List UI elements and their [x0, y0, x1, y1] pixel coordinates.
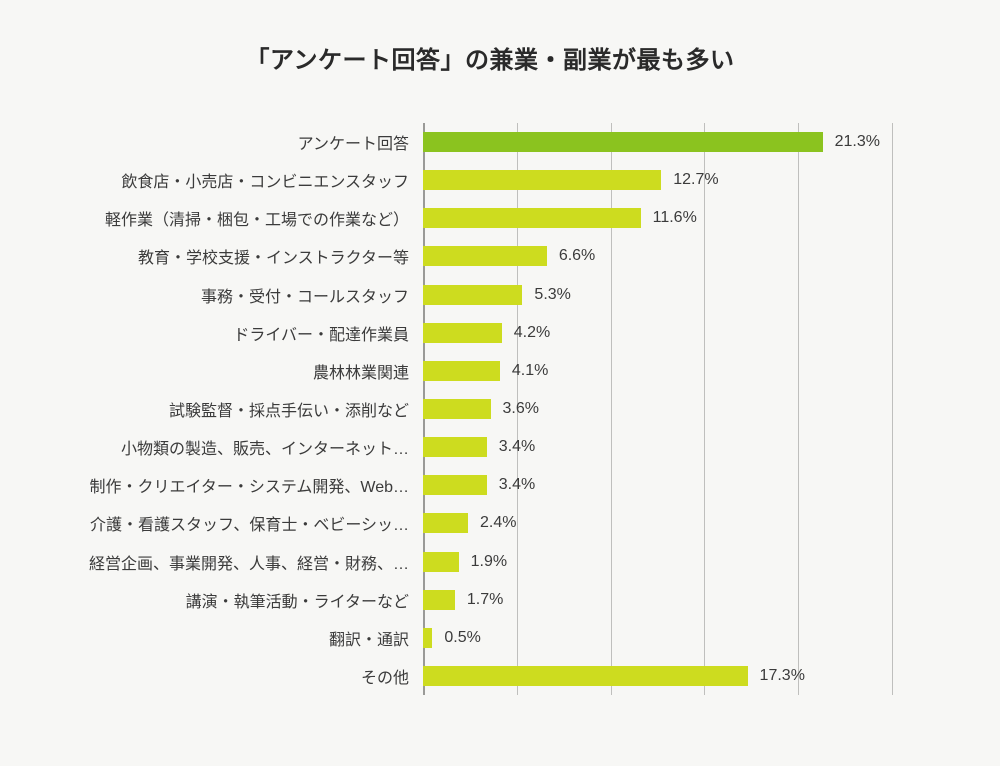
- bar-value-label: 4.1%: [512, 362, 548, 380]
- table-row: アンケート回答 21.3%: [58, 123, 892, 161]
- bar-area: 2.4%: [423, 504, 892, 542]
- category-label: 講演・執筆活動・ライターなど: [58, 588, 423, 612]
- table-row: 制作・クリエイター・システム開発、Web… 3.4%: [58, 466, 892, 504]
- category-label: 事務・受付・コールスタッフ: [58, 283, 423, 307]
- bar-value-label: 3.4%: [499, 438, 535, 456]
- bar: [423, 285, 522, 305]
- bar-area: 1.9%: [423, 543, 892, 581]
- bar-area: 4.1%: [423, 352, 892, 390]
- table-row: 講演・執筆活動・ライターなど 1.7%: [58, 581, 892, 619]
- category-label: 経営企画、事業開発、人事、経営・財務、…: [58, 550, 423, 574]
- bar-value-label: 4.2%: [514, 324, 550, 342]
- bar-area: 17.3%: [423, 657, 892, 695]
- bar-area: 12.7%: [423, 161, 892, 199]
- table-row: 介護・看護スタッフ、保育士・ベビーシッ… 2.4%: [58, 504, 892, 542]
- bar-area: 3.6%: [423, 390, 892, 428]
- bar-area: 0.5%: [423, 619, 892, 657]
- bar-area: 21.3%: [423, 123, 892, 161]
- chart-title: 「アンケート回答」の兼業・副業が最も多い: [48, 40, 932, 75]
- bar: [423, 323, 502, 343]
- bar: [423, 361, 500, 381]
- category-label: アンケート回答: [58, 130, 423, 154]
- table-row: 飲食店・小売店・コンビニエンスタッフ 12.7%: [58, 161, 892, 199]
- bar: [423, 246, 547, 266]
- category-label: ドライバー・配達作業員: [58, 321, 423, 345]
- bar-area: 11.6%: [423, 199, 892, 237]
- category-label: 軽作業（清掃・梱包・工場での作業など）: [58, 206, 423, 230]
- category-label: その他: [58, 664, 423, 688]
- table-row: 事務・受付・コールスタッフ 5.3%: [58, 276, 892, 314]
- bar-area: 1.7%: [423, 581, 892, 619]
- table-row: 軽作業（清掃・梱包・工場での作業など） 11.6%: [58, 199, 892, 237]
- chart-container: 「アンケート回答」の兼業・副業が最も多い アンケート回答 21.3% 飲食店・小売店…: [0, 0, 1000, 766]
- bar: [423, 132, 823, 152]
- category-label: 制作・クリエイター・システム開発、Web…: [58, 473, 423, 497]
- bar-value-label: 5.3%: [534, 286, 570, 304]
- bar: [423, 208, 641, 228]
- table-row: 翻訳・通訳 0.5%: [58, 619, 892, 657]
- table-row: 試験監督・採点手伝い・添削など 3.6%: [58, 390, 892, 428]
- category-label: 翻訳・通訳: [58, 626, 423, 650]
- category-label: 農林林業関連: [58, 359, 423, 383]
- bar-value-label: 0.5%: [444, 629, 480, 647]
- bar-area: 3.4%: [423, 428, 892, 466]
- bar-value-label: 6.6%: [559, 247, 595, 265]
- bar-value-label: 11.6%: [653, 209, 697, 227]
- bar-value-label: 17.3%: [760, 667, 805, 685]
- category-label: 介護・看護スタッフ、保育士・ベビーシッ…: [58, 511, 423, 535]
- bar-area: 5.3%: [423, 276, 892, 314]
- chart-rows: アンケート回答 21.3% 飲食店・小売店・コンビニエンスタッフ 12.7% 軽作業（清…: [58, 123, 892, 695]
- bar-value-label: 21.3%: [835, 133, 880, 151]
- category-label: 小物類の製造、販売、インターネット…: [58, 435, 423, 459]
- bar-value-label: 12.7%: [673, 171, 718, 189]
- bar-area: 6.6%: [423, 237, 892, 275]
- category-label: 試験監督・採点手伝い・添削など: [58, 397, 423, 421]
- table-row: 小物類の製造、販売、インターネット… 3.4%: [58, 428, 892, 466]
- bar: [423, 590, 455, 610]
- bar: [423, 399, 491, 419]
- table-row: ドライバー・配達作業員 4.2%: [58, 314, 892, 352]
- chart-plot-area: アンケート回答 21.3% 飲食店・小売店・コンビニエンスタッフ 12.7% 軽作業（清…: [58, 123, 932, 725]
- table-row: その他 17.3%: [58, 657, 892, 695]
- bar-value-label: 1.7%: [467, 591, 503, 609]
- bar: [423, 475, 487, 495]
- table-row: 農林林業関連 4.1%: [58, 352, 892, 390]
- bar-value-label: 3.6%: [503, 400, 539, 418]
- table-row: 教育・学校支援・インストラクター等 6.6%: [58, 237, 892, 275]
- bar: [423, 666, 748, 686]
- bar-area: 4.2%: [423, 314, 892, 352]
- bar: [423, 437, 487, 457]
- bar-value-label: 1.9%: [471, 553, 507, 571]
- bar-area: 3.4%: [423, 466, 892, 504]
- bar-value-label: 3.4%: [499, 476, 535, 494]
- bar: [423, 552, 459, 572]
- bar: [423, 170, 661, 190]
- bar-value-label: 2.4%: [480, 514, 516, 532]
- category-label: 飲食店・小売店・コンビニエンスタッフ: [58, 168, 423, 192]
- category-label: 教育・学校支援・インストラクター等: [58, 244, 423, 268]
- bar: [423, 628, 432, 648]
- table-row: 経営企画、事業開発、人事、経営・財務、… 1.9%: [58, 543, 892, 581]
- grid-line: [892, 123, 893, 695]
- bar: [423, 513, 468, 533]
